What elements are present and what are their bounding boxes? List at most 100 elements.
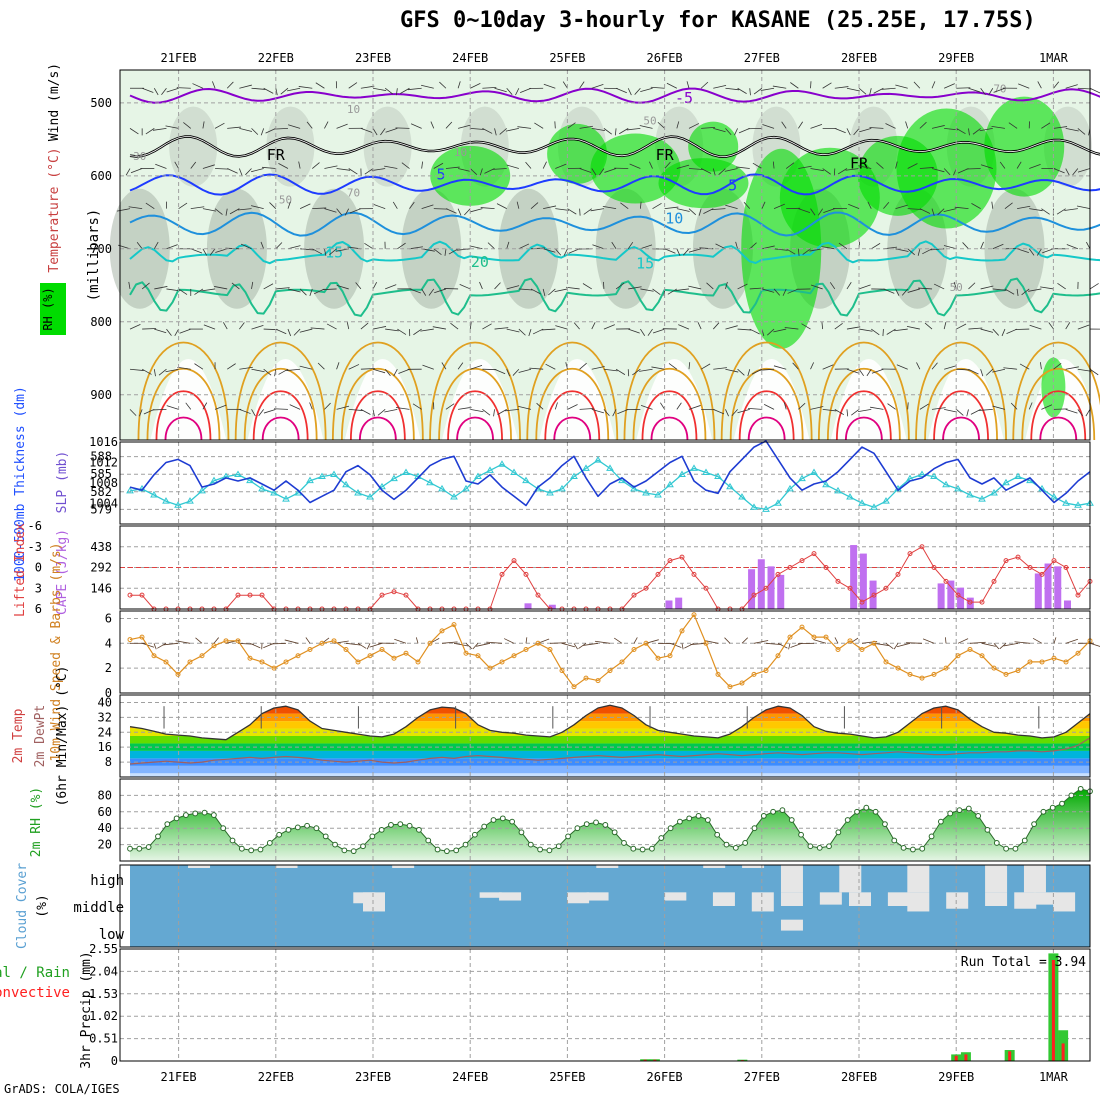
isotherm-surface <box>331 341 424 441</box>
wind-barb <box>506 285 520 290</box>
wind-barb-10m <box>594 640 611 644</box>
lifted-index-line <box>130 546 1091 610</box>
wind-speed-point <box>967 647 973 653</box>
wind-speed-point <box>787 634 793 640</box>
wind-barb <box>798 165 812 169</box>
wind-barb <box>752 162 763 169</box>
wind-barb-10m <box>366 643 371 650</box>
rh-label: 10 <box>347 103 360 116</box>
wind-barb <box>348 82 358 89</box>
wind-barb <box>943 168 951 176</box>
y-tick-label-left: 588 <box>90 450 112 464</box>
y-tick-label-right: 1004 <box>89 497 118 511</box>
wind-barb <box>288 124 301 129</box>
precip-convective-bar <box>1008 1051 1012 1061</box>
wind-barb-10m <box>525 637 528 644</box>
wind-barb <box>870 406 884 410</box>
rh-point <box>462 841 469 848</box>
rh-point <box>686 815 693 822</box>
isotherm-surface <box>340 368 415 441</box>
wind-barb <box>971 203 981 210</box>
wind-barb <box>773 203 785 210</box>
wind-barb <box>956 128 966 135</box>
rh-point <box>760 813 767 819</box>
wind-barb-10m <box>999 643 1007 650</box>
wind-barb-10m <box>213 637 219 644</box>
wind-barb <box>1089 87 1100 94</box>
wind-barb <box>215 168 230 170</box>
wind-barb <box>567 404 578 410</box>
rh-point <box>621 840 627 846</box>
slp-point <box>810 468 818 475</box>
wind-barb-10m <box>394 638 407 644</box>
panel-temp2m <box>119 694 1091 778</box>
wind-barb <box>858 368 865 377</box>
wind-barb <box>962 242 969 250</box>
slp-point <box>858 499 866 506</box>
wind-barb <box>650 86 665 89</box>
rh-point <box>844 817 851 823</box>
isotherm-surface <box>1021 368 1096 441</box>
lifted-index-point <box>679 554 685 560</box>
lifted-index-point <box>811 551 817 557</box>
wind-barb <box>139 409 143 417</box>
y-tick-label: 700 <box>90 242 112 256</box>
y-tick-label-right: 1008 <box>89 476 118 490</box>
wind-barb <box>846 368 859 374</box>
wind-barb <box>743 201 751 209</box>
wind-barb <box>166 288 180 292</box>
wind-barb <box>822 168 831 175</box>
wind-barb <box>747 369 751 377</box>
slp-point <box>162 497 170 504</box>
wind-barb <box>688 248 702 253</box>
wind-barb <box>458 406 472 410</box>
rh-point <box>434 846 441 853</box>
panel-wind10m <box>119 610 1091 694</box>
wind-barb <box>312 248 323 255</box>
wind-barb <box>798 208 811 213</box>
wind-barb <box>116 208 131 212</box>
wind-barb <box>178 202 188 209</box>
wind-barb <box>931 125 945 129</box>
wind-barb <box>239 322 245 330</box>
y-axis-label: (millibars) <box>86 209 102 302</box>
wind-barb <box>713 127 726 133</box>
slp-point <box>786 484 794 492</box>
y-axis-label-temp: 2m Temp <box>11 708 26 763</box>
wind-barb-10m <box>669 642 682 648</box>
wind-speed-point <box>319 640 325 646</box>
cloud-gap <box>985 865 1008 893</box>
isotherm-surface <box>1012 341 1100 441</box>
wind-barb <box>906 325 920 330</box>
y-axis-label: 3hr Precip (mm) <box>79 951 94 1068</box>
wind-barb <box>871 328 880 336</box>
wind-barb <box>421 161 424 169</box>
slp-point <box>258 484 266 492</box>
slp-point <box>270 488 278 496</box>
wind-barb <box>214 404 227 410</box>
wind-barb <box>766 328 775 336</box>
wind-barb <box>202 121 205 129</box>
wind-barb <box>583 208 593 215</box>
wind-barb <box>603 324 615 330</box>
wind-barb <box>627 88 632 96</box>
wind-barb <box>214 286 228 290</box>
slp-point <box>630 484 638 492</box>
wind-barb <box>711 208 726 211</box>
wind-barb-10m <box>357 642 367 649</box>
x-tick-label-top: 24FEB <box>452 51 488 65</box>
isotherm-label: -5 <box>675 89 693 107</box>
wind-barb <box>287 87 301 92</box>
wind-barb <box>1037 81 1042 89</box>
wind-barb-10m <box>486 641 503 644</box>
slp-point <box>738 493 746 500</box>
wind-barb <box>482 128 493 134</box>
wind-barb-10m <box>993 643 1000 650</box>
wind-barb-10m <box>633 637 638 644</box>
wind-barb-10m <box>834 637 839 644</box>
wind-speed-point <box>499 659 505 665</box>
y-tick-label-right: 1016 <box>89 435 118 449</box>
isotherm-surface <box>261 416 300 441</box>
rh-point <box>611 829 618 836</box>
wind-barb-10m <box>690 642 707 645</box>
